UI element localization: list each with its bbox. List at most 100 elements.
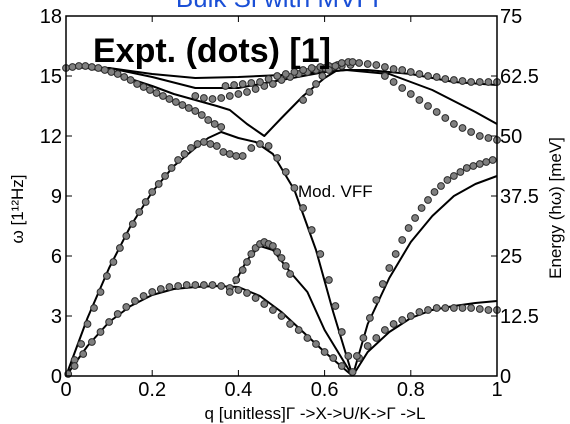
- y-tick-label-right: 0: [500, 366, 511, 388]
- experiment-dot: [243, 88, 251, 96]
- annotation-model: Mod. VFF: [298, 182, 373, 201]
- experiment-dot: [391, 250, 400, 258]
- experiment-dot: [217, 123, 226, 131]
- experiment-dot: [372, 334, 381, 342]
- experiment-dot: [281, 262, 290, 270]
- experiment-dot: [200, 281, 208, 289]
- experiment-dot: [325, 276, 333, 284]
- experiment-dot: [96, 328, 105, 336]
- experiment-dot: [424, 306, 432, 314]
- experiment-dot: [316, 250, 325, 258]
- y-tick-label-left: 18: [40, 6, 62, 28]
- experiment-dot: [269, 242, 277, 250]
- experiment-dot: [299, 204, 308, 212]
- experiment-dot: [417, 204, 426, 212]
- experiment-dot: [344, 352, 353, 360]
- y-tick-label-left: 15: [40, 66, 62, 88]
- experiment-dot: [415, 70, 424, 78]
- y-tick-label-left: 6: [51, 246, 62, 268]
- model-branch-line: [65, 285, 354, 377]
- experiment-dot: [247, 250, 256, 258]
- experiment-dot: [113, 70, 122, 78]
- experiment-dot: [467, 78, 476, 86]
- experiment-dot: [484, 134, 493, 142]
- experiment-dot: [90, 304, 98, 312]
- experiment-dot: [180, 150, 189, 158]
- experiment-dot: [353, 352, 361, 360]
- experiment-dot: [277, 254, 286, 262]
- experiment-dot: [286, 270, 295, 278]
- experiment-dot: [441, 304, 450, 312]
- experiment-dot: [273, 154, 282, 162]
- experiment-dot: [424, 72, 432, 80]
- experiment-dot: [318, 72, 327, 80]
- experiment-dot: [299, 96, 308, 104]
- experiment-dot: [424, 196, 432, 204]
- experiment-dot: [325, 66, 333, 74]
- experiment-dot: [290, 68, 299, 76]
- experiment-dot: [251, 85, 260, 93]
- experiment-dot: [152, 89, 161, 97]
- experiment-dot: [156, 285, 165, 293]
- x-axis-label: q [unitless]Γ ->X->U/K->Γ ->L: [205, 404, 426, 423]
- y-tick-label-right: 37.5: [500, 186, 539, 208]
- y-tick-label-right: 25: [500, 246, 522, 268]
- experiment-dot: [467, 128, 476, 136]
- experiment-dot: [277, 312, 286, 320]
- experiment-dot: [191, 92, 200, 100]
- experiment-dot: [488, 156, 497, 164]
- experiment-dot: [456, 168, 465, 176]
- experiment-dot: [126, 76, 135, 84]
- experiment-dot: [146, 86, 154, 94]
- experiment-dot: [217, 94, 226, 102]
- experiment-dot: [230, 81, 239, 89]
- experiment-dot: [443, 176, 452, 184]
- experiment-dot: [389, 78, 398, 86]
- experiment-dot: [398, 236, 407, 244]
- experiment-dot: [88, 338, 96, 346]
- experiment-dot: [389, 65, 398, 73]
- experiment-dot: [337, 362, 346, 370]
- experiment-dot: [225, 92, 234, 100]
- y-tick-label-right: 75: [500, 6, 522, 28]
- experiment-dot: [165, 283, 174, 291]
- experiment-dot: [359, 334, 368, 342]
- experiment-dot: [337, 328, 346, 336]
- experiment-dot: [184, 104, 193, 112]
- experiment-dot: [450, 120, 458, 128]
- experiment-dot: [210, 120, 219, 128]
- experiment-dot: [200, 94, 208, 102]
- experiment-dot: [109, 258, 118, 266]
- experiment-dot: [482, 158, 491, 166]
- y-tick-label-right: 62.5: [500, 66, 539, 88]
- y-tick-label-left: 9: [51, 186, 62, 208]
- experiment-dot: [232, 276, 241, 284]
- experiment-dot: [120, 73, 129, 81]
- experiment-dot: [281, 70, 290, 78]
- experiment-dot: [441, 75, 450, 83]
- experiment-dot: [225, 150, 234, 158]
- experiment-dot: [475, 160, 484, 168]
- experiment-dot: [450, 76, 458, 84]
- experiment-dot: [128, 220, 137, 228]
- experiment-dot: [243, 258, 251, 266]
- experiment-dot: [238, 152, 247, 160]
- experiment-dot: [316, 63, 325, 71]
- experiment-dot: [197, 111, 206, 119]
- experiment-dot: [385, 264, 394, 272]
- experiment-dot: [329, 354, 338, 362]
- experiment-dot: [398, 316, 407, 324]
- experiment-dot: [122, 232, 131, 240]
- experiment-dot: [217, 282, 226, 290]
- experiment-dot: [411, 214, 420, 222]
- experiment-dot: [305, 88, 314, 96]
- chart-title: Bulk Si with MVFF: [176, 0, 388, 13]
- experiment-dot: [269, 306, 277, 314]
- experiment-dot: [187, 144, 195, 152]
- experiment-dot: [415, 308, 424, 316]
- experiment-dot: [161, 172, 170, 180]
- experiment-dot: [424, 102, 432, 110]
- experiment-dot: [208, 95, 217, 103]
- experiment-dot: [381, 326, 389, 334]
